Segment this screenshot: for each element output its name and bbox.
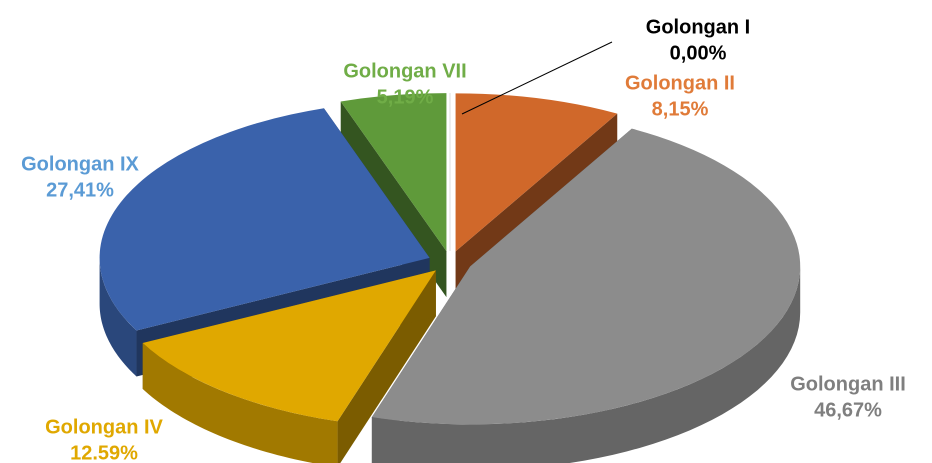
value-label: 0,00% [670,42,727,64]
slice-top [455,93,618,252]
value-label: 27,41% [46,179,114,201]
slice-label: Golongan IV [45,416,163,438]
value-label: 46,67% [814,399,882,421]
slice-label: Golongan II [625,72,735,94]
value-label: 12.59% [70,442,138,463]
slice-label: Golongan VII [343,60,466,82]
value-label: 5,19% [377,86,434,108]
slice-top [371,128,801,425]
slice-label: Golongan I [646,16,750,38]
slice-wall [142,343,338,463]
slice-wall [371,266,801,463]
value-label: 8,15% [652,98,709,120]
slice-top [142,270,436,422]
slice-top [99,108,430,331]
slice-label: Golongan III [790,373,906,395]
slice [371,128,801,463]
slice-wall [99,257,137,377]
leader-line [461,41,613,115]
slice-top [340,93,447,252]
slice [142,270,436,463]
slice-label: Golongan IX [21,153,139,175]
